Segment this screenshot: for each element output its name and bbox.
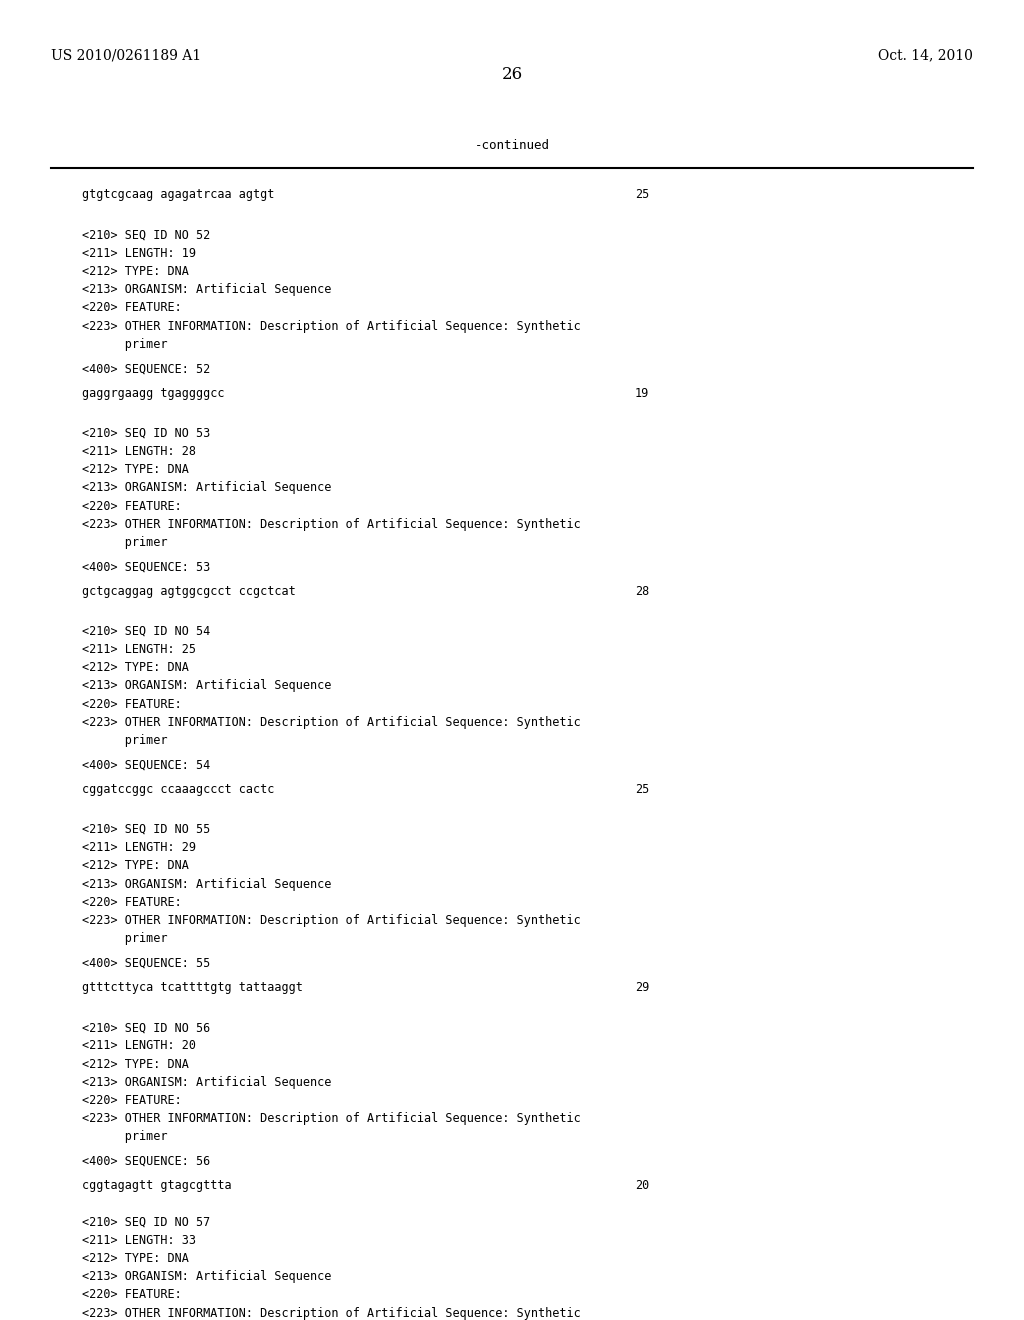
Text: <400> SEQUENCE: 54: <400> SEQUENCE: 54 [82,759,210,771]
Text: <220> FEATURE:: <220> FEATURE: [82,499,181,512]
Text: <211> LENGTH: 29: <211> LENGTH: 29 [82,841,196,854]
Text: <220> FEATURE:: <220> FEATURE: [82,301,181,314]
Text: <223> OTHER INFORMATION: Description of Artificial Sequence: Synthetic: <223> OTHER INFORMATION: Description of … [82,319,581,333]
Text: <220> FEATURE:: <220> FEATURE: [82,1288,181,1302]
Text: gaggrgaagg tgaggggcc: gaggrgaagg tgaggggcc [82,387,224,400]
Text: <220> FEATURE:: <220> FEATURE: [82,698,181,710]
Text: <212> TYPE: DNA: <212> TYPE: DNA [82,1057,188,1071]
Text: <213> ORGANISM: Artificial Sequence: <213> ORGANISM: Artificial Sequence [82,1270,332,1283]
Text: <223> OTHER INFORMATION: Description of Artificial Sequence: Synthetic: <223> OTHER INFORMATION: Description of … [82,1307,581,1320]
Text: gtttcttyca tcattttgtg tattaaggt: gtttcttyca tcattttgtg tattaaggt [82,981,303,994]
Text: Oct. 14, 2010: Oct. 14, 2010 [878,49,973,62]
Text: primer: primer [82,536,167,549]
Text: <210> SEQ ID NO 55: <210> SEQ ID NO 55 [82,822,210,836]
Text: 19: 19 [635,387,649,400]
Text: <211> LENGTH: 28: <211> LENGTH: 28 [82,445,196,458]
Text: <220> FEATURE:: <220> FEATURE: [82,1094,181,1107]
Text: <223> OTHER INFORMATION: Description of Artificial Sequence: Synthetic: <223> OTHER INFORMATION: Description of … [82,715,581,729]
Text: <223> OTHER INFORMATION: Description of Artificial Sequence: Synthetic: <223> OTHER INFORMATION: Description of … [82,517,581,531]
Text: <210> SEQ ID NO 57: <210> SEQ ID NO 57 [82,1216,210,1229]
Text: primer: primer [82,734,167,747]
Text: primer: primer [82,932,167,945]
Text: <223> OTHER INFORMATION: Description of Artificial Sequence: Synthetic: <223> OTHER INFORMATION: Description of … [82,1113,581,1125]
Text: <211> LENGTH: 19: <211> LENGTH: 19 [82,247,196,260]
Text: <212> TYPE: DNA: <212> TYPE: DNA [82,1251,188,1265]
Text: primer: primer [82,338,167,351]
Text: cggtagagtt gtagcgttta: cggtagagtt gtagcgttta [82,1179,231,1192]
Text: <210> SEQ ID NO 53: <210> SEQ ID NO 53 [82,426,210,440]
Text: 25: 25 [635,783,649,796]
Text: <400> SEQUENCE: 53: <400> SEQUENCE: 53 [82,561,210,573]
Text: <220> FEATURE:: <220> FEATURE: [82,896,181,909]
Text: <223> OTHER INFORMATION: Description of Artificial Sequence: Synthetic: <223> OTHER INFORMATION: Description of … [82,913,581,927]
Text: 25: 25 [635,189,649,202]
Text: <211> LENGTH: 20: <211> LENGTH: 20 [82,1039,196,1052]
Text: <213> ORGANISM: Artificial Sequence: <213> ORGANISM: Artificial Sequence [82,878,332,891]
Text: -continued: -continued [474,139,550,152]
Text: <212> TYPE: DNA: <212> TYPE: DNA [82,463,188,477]
Text: <213> ORGANISM: Artificial Sequence: <213> ORGANISM: Artificial Sequence [82,680,332,693]
Text: gtgtcgcaag agagatrcaa agtgt: gtgtcgcaag agagatrcaa agtgt [82,189,274,202]
Text: <212> TYPE: DNA: <212> TYPE: DNA [82,859,188,873]
Text: <210> SEQ ID NO 52: <210> SEQ ID NO 52 [82,228,210,242]
Text: primer: primer [82,1130,167,1143]
Text: 20: 20 [635,1179,649,1192]
Text: gctgcaggag agtggcgcct ccgctcat: gctgcaggag agtggcgcct ccgctcat [82,585,296,598]
Text: <212> TYPE: DNA: <212> TYPE: DNA [82,661,188,675]
Text: cggatccggc ccaaagccct cactc: cggatccggc ccaaagccct cactc [82,783,274,796]
Text: <211> LENGTH: 25: <211> LENGTH: 25 [82,643,196,656]
Text: <210> SEQ ID NO 56: <210> SEQ ID NO 56 [82,1022,210,1034]
Text: <211> LENGTH: 33: <211> LENGTH: 33 [82,1234,196,1247]
Text: 28: 28 [635,585,649,598]
Text: <213> ORGANISM: Artificial Sequence: <213> ORGANISM: Artificial Sequence [82,482,332,495]
Text: <212> TYPE: DNA: <212> TYPE: DNA [82,265,188,279]
Text: US 2010/0261189 A1: US 2010/0261189 A1 [51,49,202,62]
Text: <400> SEQUENCE: 55: <400> SEQUENCE: 55 [82,957,210,970]
Text: <210> SEQ ID NO 54: <210> SEQ ID NO 54 [82,624,210,638]
Text: 26: 26 [502,66,522,83]
Text: <213> ORGANISM: Artificial Sequence: <213> ORGANISM: Artificial Sequence [82,1076,332,1089]
Text: <400> SEQUENCE: 52: <400> SEQUENCE: 52 [82,362,210,375]
Text: <400> SEQUENCE: 56: <400> SEQUENCE: 56 [82,1155,210,1168]
Text: 29: 29 [635,981,649,994]
Text: <213> ORGANISM: Artificial Sequence: <213> ORGANISM: Artificial Sequence [82,284,332,296]
